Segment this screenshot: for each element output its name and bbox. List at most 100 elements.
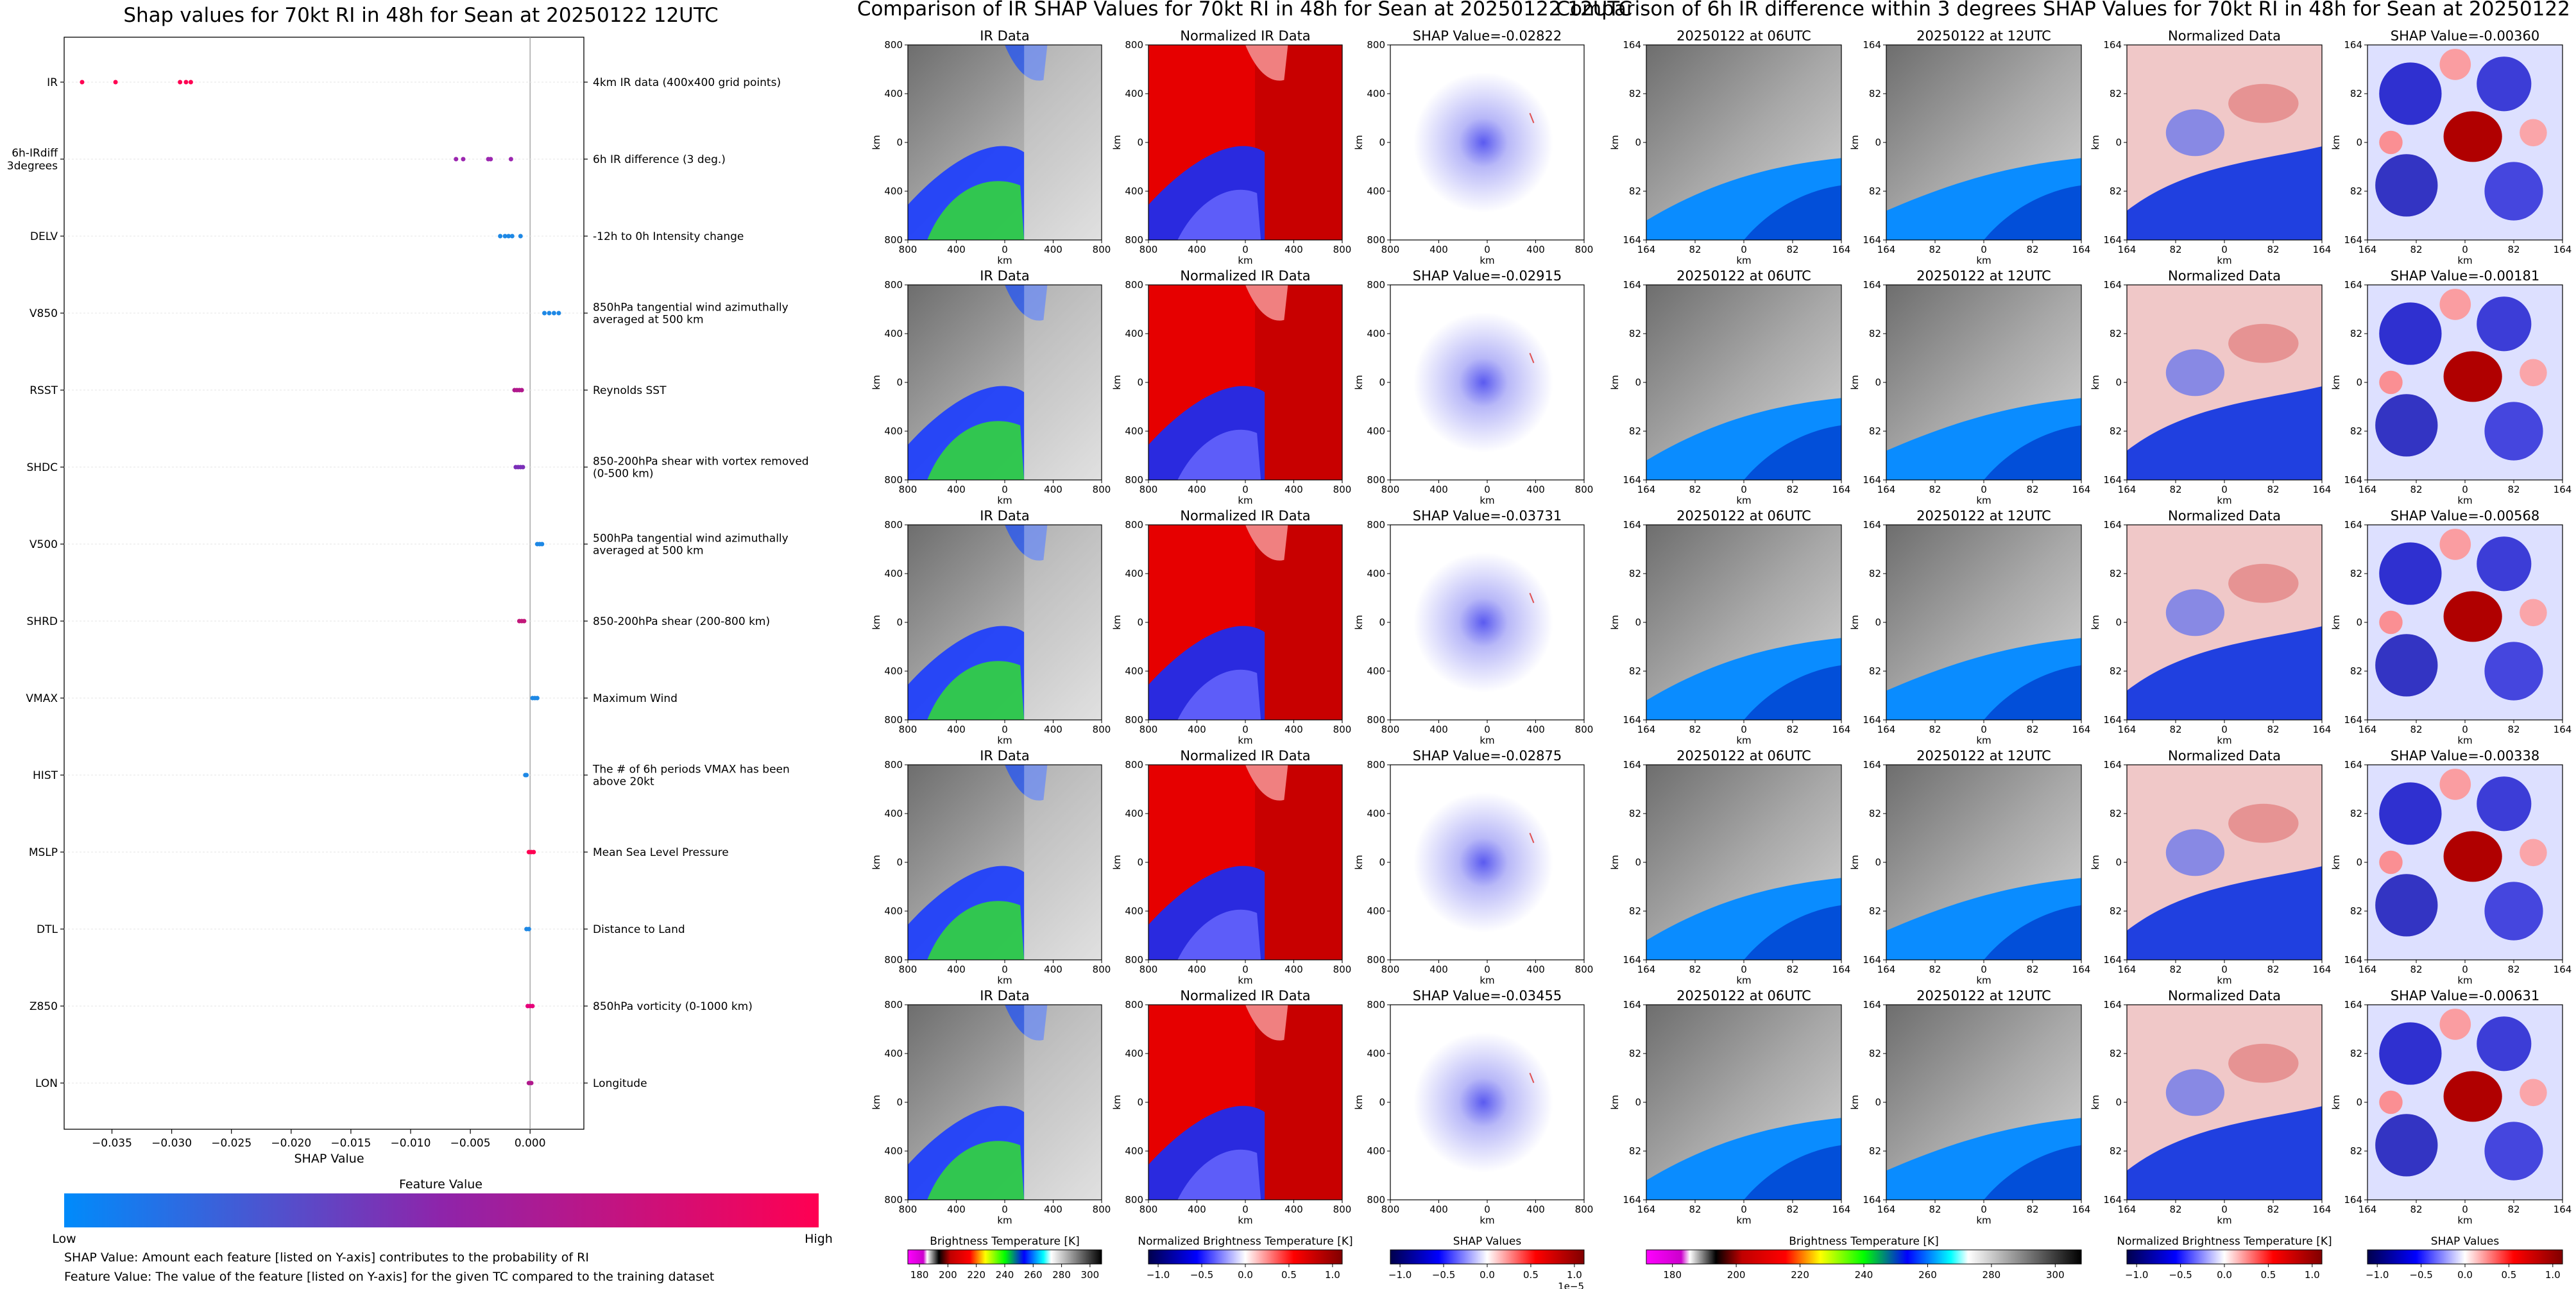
feature-name: V850 <box>30 307 58 320</box>
ytick-label: 0 <box>896 137 903 148</box>
warm-region <box>1024 45 1102 240</box>
irdiff-shap-blob <box>2439 529 2471 560</box>
xtick-label: 800 <box>1333 724 1352 735</box>
xtick-label: 164 <box>1877 484 1896 495</box>
irdiff-shap-blob <box>2379 302 2442 365</box>
panel-title-06utc: 20250122 at 06UTC <box>1676 508 1811 524</box>
upper-cloud-region <box>1005 525 1048 561</box>
xtick-label: 82 <box>1786 244 1798 255</box>
xtick-label: 400 <box>1284 724 1303 735</box>
irdiff-coldest-region <box>1984 1145 2081 1200</box>
ir-normalized-colorbar-tick-label: −0.5 <box>1190 1269 1213 1281</box>
ytick-label: 82 <box>2350 568 2362 579</box>
panel-title-ir: IR Data <box>980 748 1030 764</box>
xtick-label: 400 <box>1284 244 1303 255</box>
yaxis-unit: km <box>2330 615 2342 629</box>
ytick-label: 400 <box>1125 185 1143 197</box>
shap-point <box>522 619 527 624</box>
irdiff-normalized-colorbar-tick-label: 0.5 <box>2260 1269 2276 1281</box>
xtick-label: 164 <box>2118 484 2137 495</box>
shap-point <box>113 80 118 85</box>
xtick-label: 82 <box>2026 724 2038 735</box>
normalized-upper-region <box>1245 1005 1288 1041</box>
panel-title-normalized-ir: Normalized IR Data <box>1180 988 1310 1003</box>
xaxis-unit: km <box>2217 1215 2231 1226</box>
xtick-label: 800 <box>1139 964 1158 975</box>
ytick-label: 800 <box>884 279 903 291</box>
xtick-label: 82 <box>2410 484 2422 495</box>
panel-title-shap: SHAP Value=-0.03455 <box>1413 988 1562 1003</box>
ytick-label: 0 <box>1379 137 1385 148</box>
coldest-cloud-region <box>927 1141 1025 1200</box>
irdiff-normalized-warm <box>2228 323 2299 363</box>
ytick-label: 0 <box>2115 1097 2122 1108</box>
xtick-label: 800 <box>1093 484 1111 495</box>
xtick-label: 400 <box>947 724 966 735</box>
xtick-label: 82 <box>2026 244 2038 255</box>
ytick-label: 82 <box>2110 328 2122 339</box>
panel-title-12utc: 20250122 at 12UTC <box>1916 268 2051 284</box>
ir-panel-grid: IR Data80080040040000400400800800kmkmNor… <box>871 28 1593 1226</box>
xtick-label: 0 <box>1484 244 1490 255</box>
irdiff-shap-colorbar-tick-label: −1.0 <box>2366 1269 2389 1281</box>
irdiff-shap-blob <box>2477 776 2532 832</box>
shap-point <box>461 157 466 162</box>
yaxis-unit: km <box>1111 375 1123 389</box>
xtick-label: 400 <box>1044 724 1062 735</box>
irdiff-coldest-region <box>1984 185 2081 240</box>
xtick-label: 400 <box>947 484 966 495</box>
xtick-label: 164 <box>2313 244 2332 255</box>
feature-description: above 20kt <box>593 776 654 789</box>
xaxis-unit: km <box>1238 495 1252 506</box>
ytick-label: 400 <box>1367 808 1385 819</box>
xtick-label: 164 <box>1832 484 1851 495</box>
ytick-label: 82 <box>2110 905 2122 917</box>
xaxis-unit: km <box>2457 735 2472 746</box>
yaxis-unit: km <box>1111 135 1123 149</box>
irdiff-normalized-cold <box>2127 146 2322 240</box>
irdiff-bt-colorbar-tick-label: 240 <box>1855 1269 1873 1281</box>
xtick-label: 164 <box>2554 244 2572 255</box>
ytick-label: 164 <box>1863 714 1881 726</box>
ytick-label: 400 <box>884 1145 903 1157</box>
shap-point <box>547 311 552 316</box>
xaxis-unit: km <box>1480 1215 1494 1226</box>
panel-title-normalized-ir: Normalized IR Data <box>1180 748 1310 764</box>
yaxis-unit: km <box>2330 1095 2342 1109</box>
shap-positive-streak <box>1529 593 1535 603</box>
xtick-label: 82 <box>2507 484 2520 495</box>
ytick-label: 82 <box>2110 665 2122 677</box>
xaxis-unit: km <box>1238 975 1252 986</box>
ytick-label: 800 <box>884 759 903 771</box>
xtick-label: 164 <box>1637 244 1656 255</box>
xtick-label: −0.025 <box>211 1137 252 1150</box>
ytick-label: 164 <box>2103 999 2122 1011</box>
xtick-label: 400 <box>1429 244 1448 255</box>
xtick-label: 400 <box>1284 484 1303 495</box>
yaxis-unit: km <box>1849 615 1861 629</box>
feature-description: 500hPa tangential wind azimuthally <box>593 533 789 545</box>
ir-shap-colorbar <box>1390 1249 1585 1265</box>
ytick-label: 800 <box>1125 39 1143 51</box>
xtick-label: 82 <box>1689 724 1701 735</box>
panel-title-shap: SHAP Value=-0.00181 <box>2391 268 2540 284</box>
ytick-label: 800 <box>1367 279 1385 291</box>
ytick-label: 800 <box>1367 1194 1385 1206</box>
irdiff-normalized-warm <box>2228 563 2299 603</box>
ytick-label: 800 <box>1125 999 1143 1011</box>
irdiff-panel-grid: 20250122 at 06UTC1641648282008282164164k… <box>1609 28 2572 1226</box>
panel-title-shap: SHAP Value=-0.02822 <box>1413 28 1562 44</box>
xtick-label: 800 <box>899 964 917 975</box>
xtick-label: 800 <box>1093 1204 1111 1215</box>
ytick-label: 164 <box>2344 519 2362 531</box>
ytick-label: 82 <box>2350 425 2362 437</box>
xtick-label: 0 <box>1242 484 1249 495</box>
xtick-label: 400 <box>1044 1204 1062 1215</box>
shap-point <box>526 926 531 932</box>
shap-point <box>531 849 536 855</box>
shap-core <box>1413 72 1553 213</box>
xtick-label: 164 <box>2072 724 2091 735</box>
feature-name: 6h-IRdiff <box>12 147 58 160</box>
ytick-label: 800 <box>1125 954 1143 966</box>
xtick-label: 0 <box>1484 1204 1490 1215</box>
